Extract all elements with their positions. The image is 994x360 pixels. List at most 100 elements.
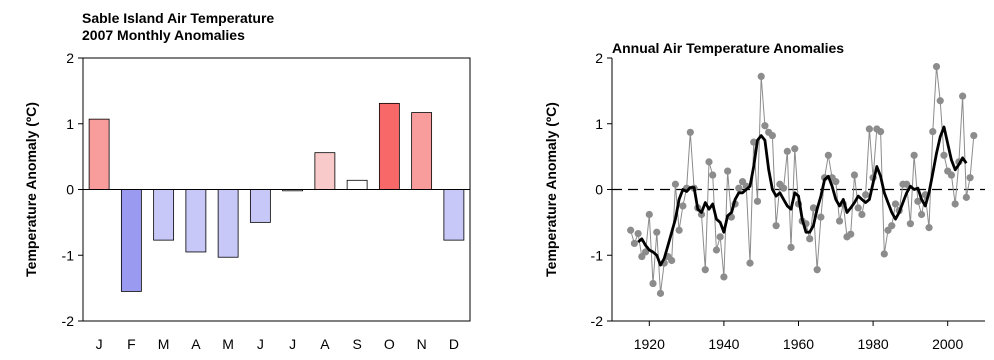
annual-point xyxy=(966,174,974,182)
annual-point xyxy=(779,184,788,192)
monthly-anomaly-bar-chart: 2 1 0 -1 -2 J F M A M J J A S O N D Temperature Anomaly (… xyxy=(23,50,471,352)
left-y-axis-label: Temperature Anomaly (ºC) xyxy=(23,102,39,277)
annual-point xyxy=(891,200,900,208)
annual-point xyxy=(783,147,791,155)
annual-point xyxy=(679,202,687,210)
annual-point xyxy=(906,220,915,228)
annual-point xyxy=(649,279,657,288)
right-y-tick-label: 0 xyxy=(595,182,603,198)
annual-point xyxy=(832,178,840,186)
month-label: N xyxy=(417,336,427,352)
annual-point xyxy=(862,191,870,199)
annual-point xyxy=(757,72,765,81)
annual-point xyxy=(888,222,896,230)
annual-point xyxy=(772,222,780,230)
annual-anomaly-line xyxy=(630,66,975,294)
annual-point xyxy=(720,273,728,281)
year-tick-label: 1960 xyxy=(783,336,814,352)
year-tick-label: 1980 xyxy=(858,336,889,352)
annual-point xyxy=(835,217,844,225)
bar xyxy=(249,189,271,223)
right-chart-title: Annual Air Temperature Anomalies xyxy=(612,40,845,56)
month-label: A xyxy=(191,336,201,352)
month-label: J xyxy=(96,336,103,352)
annual-point xyxy=(817,213,825,221)
annual-point xyxy=(627,226,635,234)
annual-point xyxy=(858,210,866,219)
annual-point xyxy=(929,128,937,136)
left-chart-title: Sable Island Air Temperature xyxy=(82,10,275,26)
annual-point xyxy=(671,180,680,188)
annual-point xyxy=(951,200,959,208)
bar xyxy=(346,179,368,190)
left-y-tick-label: 1 xyxy=(66,116,74,132)
annual-point xyxy=(735,184,743,192)
left-y-tick-label: 0 xyxy=(66,182,74,198)
year-tick-label: 1920 xyxy=(634,336,665,352)
bar xyxy=(314,152,336,190)
annual-point xyxy=(850,171,859,179)
annual-point xyxy=(753,197,762,205)
right-y-tick-label: -2 xyxy=(591,313,604,329)
month-label: S xyxy=(352,336,361,352)
annual-point xyxy=(675,226,683,234)
left-chart-subtitle: 2007 Monthly Anomalies xyxy=(82,27,245,43)
annual-point xyxy=(876,128,885,136)
annual-point xyxy=(936,97,944,105)
bar xyxy=(378,102,400,190)
annual-point xyxy=(880,250,888,258)
annual-point xyxy=(746,259,754,267)
annual-point xyxy=(813,266,821,274)
bar xyxy=(217,189,239,258)
annual-point xyxy=(809,204,818,212)
annual-point xyxy=(865,125,873,133)
annual-point xyxy=(656,289,665,297)
annual-point xyxy=(962,193,970,201)
annual-point xyxy=(910,151,918,159)
annual-anomaly-line-chart: 2 1 0 -1 -2 1920 1940 1960 1980 2000 Temperature A… xyxy=(543,50,985,352)
annual-point xyxy=(668,256,676,265)
month-label: M xyxy=(222,336,234,352)
annual-point xyxy=(932,62,941,71)
annual-point xyxy=(947,171,956,179)
annual-point xyxy=(709,171,717,179)
left-y-tick-label: 2 xyxy=(66,50,74,66)
annual-point xyxy=(705,158,713,166)
annual-point xyxy=(917,210,926,219)
annual-point xyxy=(959,92,967,100)
left-y-tick-label: -2 xyxy=(62,313,75,329)
annual-point xyxy=(712,246,721,254)
bar xyxy=(443,189,465,241)
bar xyxy=(411,112,433,190)
annual-point xyxy=(914,197,922,205)
year-tick-label: 1940 xyxy=(708,336,739,352)
year-tick-label: 2000 xyxy=(932,336,963,352)
right-y-tick-label: -1 xyxy=(591,247,604,263)
right-y-axis-label: Temperature Anomaly (ºC) xyxy=(543,102,559,277)
annual-point xyxy=(630,239,638,248)
annual-point xyxy=(653,228,661,236)
annual-point xyxy=(787,243,795,251)
month-label: F xyxy=(127,336,136,352)
annual-point xyxy=(716,233,724,241)
annual-point xyxy=(847,230,855,238)
month-label: M xyxy=(158,336,170,352)
annual-point xyxy=(925,224,933,232)
bar xyxy=(153,189,175,241)
annual-point xyxy=(854,204,862,212)
month-label: J xyxy=(289,336,296,352)
month-label: J xyxy=(257,336,264,352)
left-y-tick-label: -1 xyxy=(62,247,75,263)
annual-point xyxy=(645,210,653,219)
right-y-tick-label: 1 xyxy=(595,116,603,132)
annual-point xyxy=(686,128,694,136)
annual-point xyxy=(806,235,814,243)
annual-point xyxy=(791,145,799,153)
bar xyxy=(120,189,142,292)
annual-point xyxy=(940,151,948,159)
right-y-tick-label: 2 xyxy=(595,50,603,66)
annual-point xyxy=(970,131,978,140)
annual-point xyxy=(903,180,911,188)
month-label: A xyxy=(320,336,330,352)
